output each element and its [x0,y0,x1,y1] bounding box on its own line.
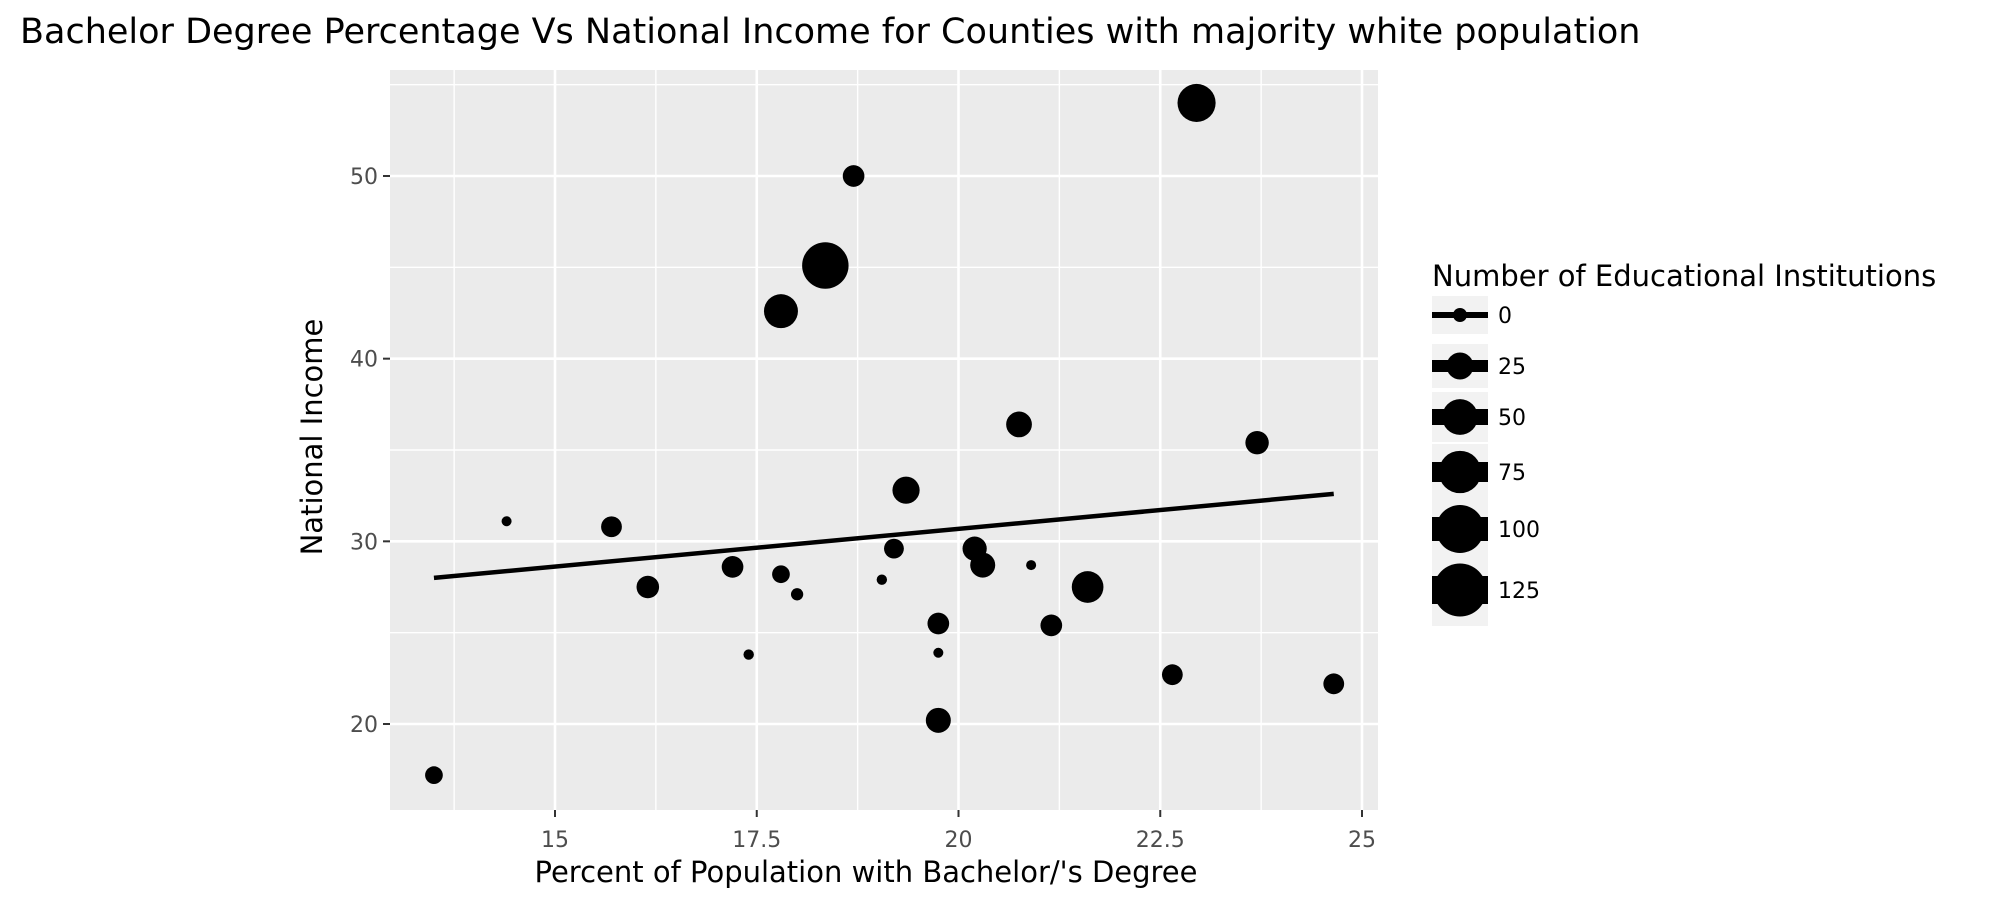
legend-label: 25 [1498,355,1526,380]
legend-key-point [1446,352,1474,380]
legend: Number of Educational Institutions 0 25 50 7… [1432,259,1936,626]
data-point [892,476,920,504]
data-point [1006,411,1032,438]
data-point [1071,571,1104,603]
x-tick-label: 17.5 [732,828,781,853]
legend-label: 0 [1498,304,1512,329]
legend-key-point [1433,563,1487,617]
data-point [927,612,950,635]
x-tick-label: 22.5 [1136,828,1185,853]
data-points [425,83,1345,785]
legend-title: Number of Educational Institutions [1432,259,1936,293]
x-tick-label: 20 [945,828,973,853]
data-point [763,294,798,329]
data-point [1026,560,1037,571]
data-point [772,565,790,584]
data-point [842,165,865,187]
y-tick-label: 50 [350,165,378,190]
legend-key-point [1442,399,1478,435]
data-point [802,242,849,289]
data-point [636,575,660,599]
y-tick-label: 20 [350,713,378,738]
data-point [1245,430,1269,455]
data-point [501,516,512,527]
legend-key-point [1436,505,1484,553]
trend-line-layer [433,491,1334,581]
data-point [1177,83,1216,122]
data-point [1040,614,1063,637]
data-point [721,556,744,578]
y-tick-label: 30 [350,530,378,555]
data-point [970,552,996,578]
data-point [925,707,951,733]
legend-label: 100 [1498,518,1540,543]
legend-label: 50 [1498,406,1526,431]
x-tick-label: 25 [1348,828,1376,853]
data-point [1161,664,1183,686]
data-point [743,649,754,660]
legend-key-point [1438,450,1482,494]
data-point [876,574,888,585]
legend-label: 125 [1498,579,1540,604]
data-point [601,516,622,538]
trend-line [433,491,1334,581]
chart-title: Bachelor Degree Percentage Vs National I… [20,12,1641,52]
y-axis-title: National Income [295,319,329,556]
data-point [933,647,944,658]
plot-panel [390,70,1378,810]
gridlines [390,70,1378,810]
data-point [425,766,443,785]
y-tick-label: 40 [350,348,378,373]
legend-key-point [1453,308,1467,322]
data-point [1323,673,1345,695]
x-tick-label: 15 [541,828,569,853]
data-point [884,538,904,559]
axes: 15 17.5 20 22.5 25 20 30 40 50 [350,165,1376,853]
plot-background [390,70,1378,810]
x-axis-title: Percent of Population with Bachelor/'s D… [534,855,1197,889]
data-point [790,588,804,601]
legend-label: 75 [1498,461,1526,486]
